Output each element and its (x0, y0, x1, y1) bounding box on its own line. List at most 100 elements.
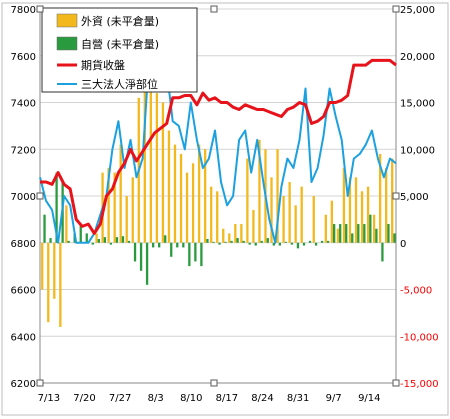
legend-label-foreign: 外資 (未平倉量) (81, 14, 159, 28)
bar-dealer (230, 240, 233, 243)
bar-dealer (49, 238, 52, 243)
left-tick-label: 7800 (11, 5, 36, 16)
bar-dealer (387, 224, 390, 243)
selection-handles[interactable] (36, 5, 400, 387)
resize-handle-left[interactable] (36, 192, 44, 200)
bar-foreign (167, 130, 171, 243)
resize-handle-bottom-left[interactable] (36, 379, 44, 387)
bar-foreign (252, 210, 255, 243)
x-tick-label: 8/31 (287, 393, 309, 404)
resize-handle-top[interactable] (210, 5, 218, 13)
bar-dealer (272, 242, 275, 246)
bar-dealer (85, 233, 88, 243)
bar-dealer (308, 240, 312, 243)
bar-foreign (41, 242, 44, 290)
bar-dealer (236, 238, 239, 243)
right-tick-label: 0 (400, 239, 406, 250)
bar-foreign (143, 37, 146, 243)
x-tick-label: 7/13 (38, 393, 60, 404)
bar-foreign (300, 186, 303, 243)
left-tick-label: 6200 (11, 379, 36, 390)
bar-dealer (121, 236, 125, 243)
bar-dealer (284, 241, 288, 243)
bar-dealer (339, 224, 342, 243)
x-tick-label: 7/27 (109, 393, 131, 404)
bar-dealer (278, 242, 281, 246)
bar-foreign (354, 177, 358, 243)
bar-foreign (65, 205, 68, 243)
bar-foreign (378, 153, 382, 243)
resize-handle-top-left[interactable] (36, 5, 44, 13)
bar-dealer (158, 242, 161, 248)
bar-dealer (194, 242, 197, 262)
bar-dealer (381, 242, 384, 262)
bar-foreign (204, 149, 207, 243)
right-tick-label: 15,000 (400, 99, 435, 110)
bar-dealer (357, 224, 360, 243)
bar-foreign (234, 224, 237, 243)
bar-foreign (360, 191, 364, 243)
bar-foreign (385, 167, 388, 243)
bar-dealer (170, 242, 173, 257)
bar-dealer (296, 242, 300, 249)
x-tick-label: 7/20 (73, 393, 95, 404)
right-tick-label: 20,000 (400, 52, 435, 63)
bar-foreign (258, 139, 261, 243)
bar-dealer (290, 242, 294, 245)
resize-handle-top-right[interactable] (392, 5, 400, 13)
left-axis-ticks: 6200 6400 6600 6800 7000 7200 7400 7600 7800 (11, 5, 36, 390)
bar-foreign (270, 177, 273, 243)
resize-handle-bottom-right[interactable] (392, 379, 400, 387)
bar-foreign (372, 214, 376, 243)
bar-foreign (53, 242, 56, 299)
legend-label-net: 三大法人淨部位 (81, 77, 158, 91)
line-series (39, 54, 397, 244)
bar-dealer (164, 235, 167, 243)
bar-dealer (176, 242, 179, 248)
bar-foreign (191, 163, 195, 243)
x-tick-label: 8/24 (251, 393, 273, 404)
bar-foreign (240, 224, 243, 243)
bar-foreign (59, 242, 62, 327)
bar-foreign (342, 167, 346, 243)
bar-dealer (182, 242, 185, 248)
x-tick-label: 9/14 (358, 393, 380, 404)
bar-foreign (391, 158, 394, 243)
resize-handle-right[interactable] (392, 192, 400, 200)
resize-handle-bottom[interactable] (210, 379, 218, 387)
bar-dealer (145, 242, 149, 285)
x-tick-label: 8/17 (216, 393, 238, 404)
legend-label-dealer: 自營 (未平倉量) (81, 37, 159, 51)
right-tick-label: -15,000 (400, 379, 439, 390)
bar-foreign (47, 242, 50, 323)
bar-foreign (95, 233, 98, 243)
bar-foreign (185, 172, 189, 243)
bar-dealer (67, 240, 70, 243)
right-tick-label: -5,000 (400, 286, 432, 297)
left-tick-label: 7000 (11, 192, 36, 203)
bar-dealer (302, 242, 306, 246)
bar-foreign (276, 149, 279, 243)
bar-dealer (79, 224, 82, 243)
bar-foreign (125, 196, 128, 243)
bar-dealer (103, 237, 107, 243)
legend-label-futures: 期貨收盤 (81, 58, 125, 72)
left-tick-label: 6600 (11, 286, 36, 297)
bar-dealer (206, 239, 209, 243)
left-tick-label: 6800 (11, 239, 36, 250)
bar-dealer (345, 224, 348, 243)
right-tick-label: 10,000 (400, 145, 435, 156)
bar-dealer (393, 233, 396, 243)
bar-foreign (222, 228, 225, 243)
bar-foreign (246, 158, 249, 243)
bar-foreign (173, 144, 177, 243)
line-net-position (39, 54, 397, 244)
bar-dealer (375, 228, 378, 243)
bar-dealer (326, 240, 330, 243)
bar-dealer (200, 242, 203, 267)
bar-foreign (149, 65, 152, 243)
bar-dealer (369, 214, 372, 243)
